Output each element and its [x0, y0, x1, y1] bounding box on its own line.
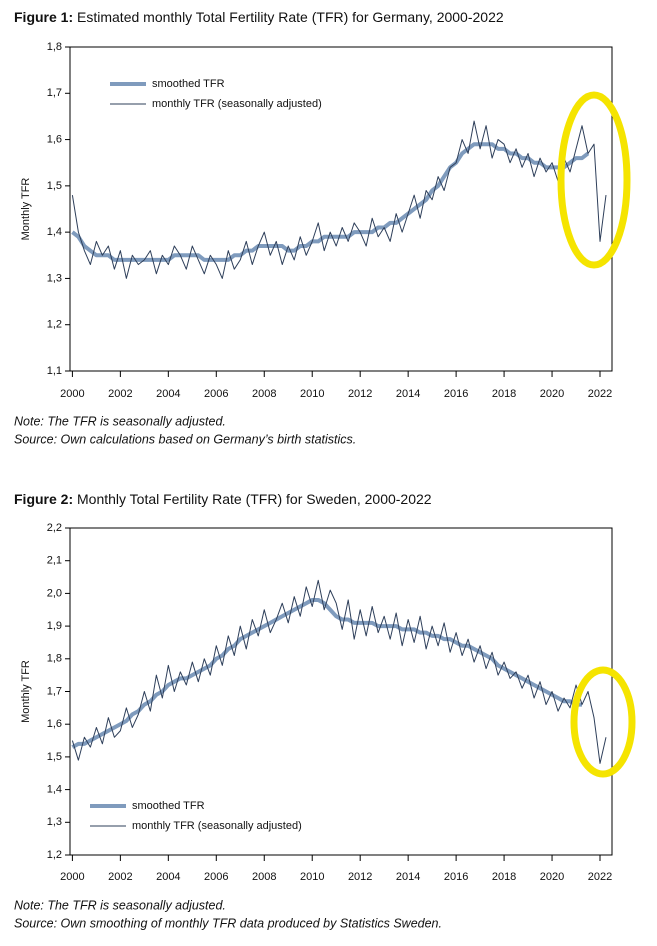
plot-frame: [69, 46, 613, 372]
figure-title-text: Monthly Total Fertility Rate (TFR) for S…: [77, 491, 432, 507]
y-tick-label: 2,0: [47, 587, 62, 599]
series-line: [71, 142, 590, 262]
figure-label: Figure 1:: [14, 9, 73, 25]
x-tick-label: 2022: [588, 388, 612, 400]
legend-label: monthly TFR (seasonally adjusted): [132, 820, 302, 832]
x-tick-label: 2006: [204, 388, 228, 400]
chart: Figure 2: Monthly Total Fertility Rate (…: [14, 491, 613, 930]
x-tick-label: 2000: [60, 871, 84, 883]
x-tick-label: 2010: [300, 871, 324, 883]
y-tick-label: 1,7: [47, 87, 62, 99]
figure-title: Figure 2: Monthly Total Fertility Rate (…: [14, 491, 432, 507]
x-tick-label: 2018: [492, 871, 516, 883]
x-tick-label: 2008: [252, 388, 276, 400]
x-tick-label: 2008: [252, 871, 276, 883]
chart: Figure 1: Estimated monthly Total Fertil…: [14, 9, 613, 446]
legend-label: monthly TFR (seasonally adjusted): [152, 98, 322, 110]
y-tick-label: 1,1: [47, 365, 62, 377]
x-tick-label: 2016: [444, 388, 468, 400]
x-tick-label: 2004: [156, 871, 180, 883]
figure-label: Figure 2:: [14, 491, 73, 507]
x-tick-label: 2002: [108, 388, 132, 400]
x-tick-label: 2022: [588, 871, 612, 883]
highlight-circle: [570, 666, 636, 778]
x-tick-label: 2002: [108, 871, 132, 883]
y-tick-label: 1,8: [47, 653, 62, 665]
y-axis-label: Monthly TFR: [20, 178, 32, 241]
series-line: [71, 579, 607, 764]
note: Source: Own smoothing of monthly TFR dat…: [14, 916, 442, 930]
y-tick-label: 1,2: [47, 849, 62, 861]
x-tick-label: 2014: [396, 388, 420, 400]
y-tick-label: 1,2: [47, 319, 62, 331]
y-tick-label: 1,4: [47, 226, 62, 238]
y-tick-label: 2,2: [47, 522, 62, 534]
y-tick-label: 1,5: [47, 180, 62, 192]
y-tick-label: 1,8: [47, 41, 62, 53]
y-tick-label: 1,6: [47, 133, 62, 145]
y-tick-label: 1,4: [47, 784, 62, 796]
x-tick-label: 2020: [540, 871, 564, 883]
x-tick-label: 2012: [348, 388, 372, 400]
figure-title-text: Estimated monthly Total Fertility Rate (…: [77, 9, 504, 25]
note: Source: Own calculations based on German…: [14, 432, 356, 446]
x-tick-label: 2006: [204, 871, 228, 883]
x-tick-label: 2000: [60, 388, 84, 400]
y-tick-label: 2,1: [47, 555, 62, 567]
x-tick-label: 2018: [492, 388, 516, 400]
x-tick-label: 2014: [396, 871, 420, 883]
note: Note: The TFR is seasonally adjusted.: [14, 898, 226, 912]
y-tick-label: 1,3: [47, 272, 62, 284]
y-tick-label: 1,6: [47, 718, 62, 730]
y-axis-label: Monthly TFR: [20, 660, 32, 723]
x-tick-label: 2012: [348, 871, 372, 883]
x-tick-label: 2010: [300, 388, 324, 400]
legend-label: smoothed TFR: [132, 800, 205, 812]
legend-label: smoothed TFR: [152, 78, 225, 90]
y-tick-label: 1,9: [47, 620, 62, 632]
y-tick-label: 1,3: [47, 816, 62, 828]
note: Note: The TFR is seasonally adjusted.: [14, 414, 226, 428]
figure-title: Figure 1: Estimated monthly Total Fertil…: [14, 9, 504, 25]
x-tick-label: 2020: [540, 388, 564, 400]
highlight-circle: [557, 91, 631, 269]
y-tick-label: 1,7: [47, 685, 62, 697]
x-tick-label: 2016: [444, 871, 468, 883]
x-tick-label: 2004: [156, 388, 180, 400]
y-tick-label: 1,5: [47, 751, 62, 763]
series-line: [71, 597, 583, 749]
series-line: [71, 120, 607, 279]
